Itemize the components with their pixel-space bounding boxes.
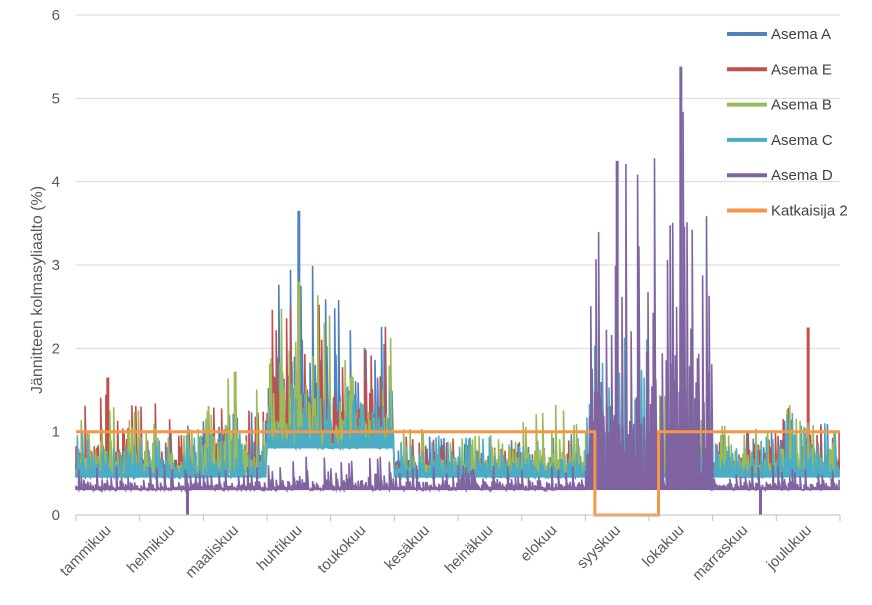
y-tick-label-4: 4 xyxy=(52,174,60,191)
x-tick-label-syyskuu: syyskuu xyxy=(574,522,624,572)
y-tick-label-0: 0 xyxy=(52,507,60,524)
x-tick-label-elokuu: elokuu xyxy=(517,522,560,565)
legend-label-katkaisija-2: Katkaisija 2 xyxy=(771,203,848,220)
series-layer xyxy=(75,66,840,517)
y-tick-label-5: 5 xyxy=(52,90,60,107)
x-tick-label-maaliskuu: maaliskuu xyxy=(182,522,242,582)
legend-label-asema-d: Asema D xyxy=(771,167,833,184)
x-tick-label-joulukuu: joulukuu xyxy=(763,522,815,574)
axes xyxy=(75,514,841,521)
series-asema-d-line xyxy=(75,111,840,494)
y-axis-title: Jännitteen kolmasyliaalto (%) xyxy=(29,186,46,394)
x-tick-label-lokakuu: lokakuu xyxy=(639,522,688,571)
y-tick-label-1: 1 xyxy=(52,424,60,441)
x-tick-label-heinäkuu: heinäkuu xyxy=(442,522,497,577)
x-tick-label-toukokuu: toukokuu xyxy=(314,522,369,577)
x-tick-label-kesäkuu: kesäkuu xyxy=(381,522,433,574)
x-tick-labels: tammikuu helmikuu maaliskuu huhtikuu toukoku… xyxy=(57,522,815,584)
gridlines xyxy=(76,14,840,433)
y-tick-label-3: 3 xyxy=(52,257,60,274)
x-tick-label-marraskuu: marraskuu xyxy=(689,522,751,584)
legend-label-asema-b: Asema B xyxy=(771,97,832,114)
legend: Asema A Asema E Asema B Asema C Asema D Katka… xyxy=(727,26,848,220)
y-tick-label-6: 6 xyxy=(52,7,60,24)
x-tick-label-tammikuu: tammikuu xyxy=(57,522,115,580)
y-tick-label-2: 2 xyxy=(52,340,60,357)
x-tick-label-helmikuu: helmikuu xyxy=(124,522,178,576)
legend-label-asema-a: Asema A xyxy=(771,26,831,43)
series-asema-b-line xyxy=(75,295,840,477)
x-tick-label-huhtikuu: huhtikuu xyxy=(254,522,306,574)
legend-label-asema-c: Asema C xyxy=(771,132,833,149)
y-tick-labels: 0 1 2 3 4 5 6 xyxy=(52,7,60,524)
legend-label-asema-e: Asema E xyxy=(771,61,832,78)
